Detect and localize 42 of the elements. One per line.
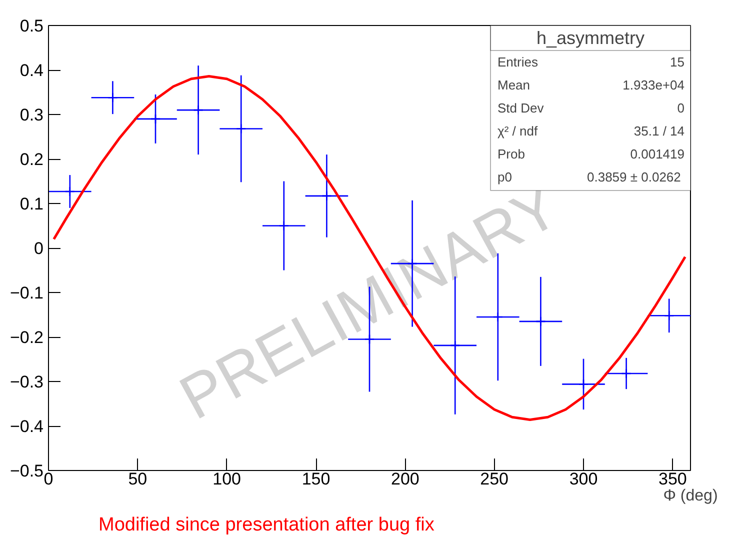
x-axis-title: Φ (deg) bbox=[663, 488, 718, 504]
annotation: Entries bbox=[498, 54, 538, 70]
annotation: 1.933e+04 bbox=[622, 78, 685, 92]
y-tick-label: 0 bbox=[34, 239, 44, 258]
point bbox=[64, 186, 76, 197]
x-tick-label: 200 bbox=[390, 470, 420, 488]
annotation: p0 bbox=[498, 170, 512, 184]
annotation: 15 bbox=[670, 54, 685, 70]
annotation: 35.1 / 14 bbox=[634, 124, 685, 138]
text: Modified since presentation after bug fix bbox=[98, 514, 435, 536]
y-tick-label: 0.3 bbox=[20, 106, 44, 124]
y-tick-label: −0.4 bbox=[10, 417, 44, 436]
y-tick-label: −0.1 bbox=[10, 284, 44, 302]
annotation: h_asymmetry bbox=[536, 28, 645, 48]
annotation: χ² / ndf bbox=[498, 124, 538, 138]
annotation: Mean bbox=[498, 78, 530, 92]
y-tick-label: −0.2 bbox=[10, 328, 44, 347]
y-tick-label: −0.5 bbox=[10, 462, 44, 480]
point bbox=[150, 114, 161, 124]
annotation: 0.001419 bbox=[630, 146, 685, 162]
x-tick-label: 300 bbox=[569, 470, 598, 488]
line-series bbox=[52, 74, 686, 422]
annotation: 0.3859 ± 0.0262 bbox=[587, 170, 681, 184]
y-tick-label: 0.2 bbox=[20, 150, 44, 169]
point bbox=[193, 104, 204, 116]
annotation: Std Dev bbox=[498, 100, 544, 116]
point bbox=[664, 310, 674, 321]
point bbox=[578, 379, 589, 390]
annotation: Prob bbox=[498, 146, 525, 162]
point bbox=[236, 124, 246, 134]
y-tick-label: 0.5 bbox=[20, 16, 44, 36]
annotation: 0 bbox=[677, 100, 685, 116]
y-tick-label: 0.4 bbox=[20, 61, 44, 80]
x-tick-label: 50 bbox=[128, 470, 148, 488]
x-tick-label: 150 bbox=[302, 470, 330, 488]
x-tick-label: 350 bbox=[658, 470, 687, 488]
y-tick-label: 0.1 bbox=[20, 194, 44, 214]
x-tick-label: 250 bbox=[480, 470, 509, 488]
y-tick-label: −0.3 bbox=[10, 372, 44, 392]
point bbox=[108, 92, 118, 103]
x-tick-label: 100 bbox=[212, 470, 242, 488]
point bbox=[621, 368, 632, 379]
